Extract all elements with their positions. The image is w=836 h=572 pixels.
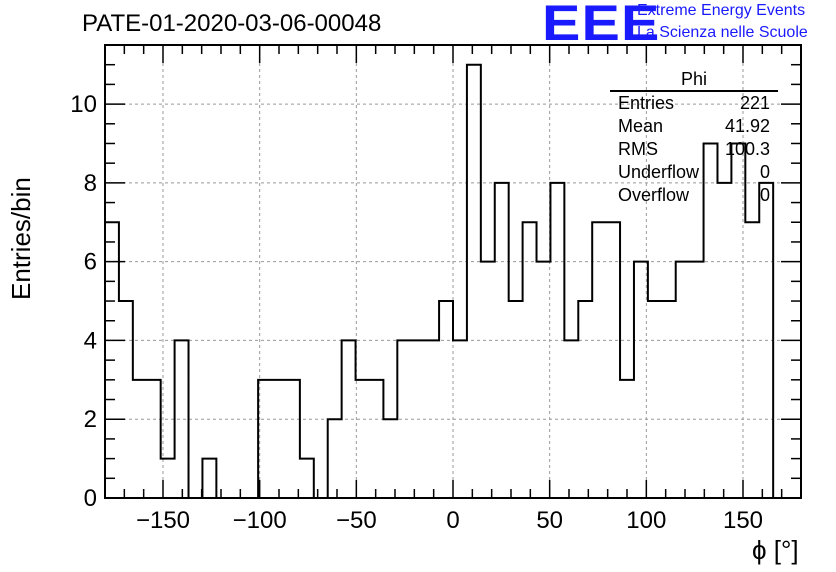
y-tick-label: 0 xyxy=(84,485,97,512)
stats-title: Phi xyxy=(610,68,778,92)
stats-value: 0 xyxy=(759,162,770,182)
stats-label: Entries xyxy=(618,93,675,113)
axis-ticks xyxy=(105,45,801,499)
x-tick-label: −100 xyxy=(233,507,287,534)
stats-value: 100.3 xyxy=(724,139,770,159)
stats-label: Mean xyxy=(618,116,664,136)
x-tick-label: −50 xyxy=(336,507,377,534)
stats-value: 221 xyxy=(739,93,770,113)
x-tick-label: −150 xyxy=(136,507,190,534)
stats-box: Phi Entries 221 Mean 41.92 RMS 100.3 Und… xyxy=(610,68,778,207)
histogram-step-line xyxy=(104,63,801,499)
x-axis-label: ϕ [°] xyxy=(752,535,799,565)
x-tick-label: 100 xyxy=(626,507,666,534)
stats-value: 0 xyxy=(759,185,770,205)
stats-row: Overflow 0 xyxy=(610,184,778,207)
stats-row: RMS 100.3 xyxy=(610,138,778,161)
logo-line-2: La Scienza nelle Scuole xyxy=(637,24,808,41)
stats-row: Entries 221 xyxy=(610,92,778,115)
stats-label: RMS xyxy=(618,139,658,159)
y-tick-label: 4 xyxy=(84,327,97,354)
y-tick-label: 2 xyxy=(84,406,97,433)
eee-logo: EEE xyxy=(542,0,661,51)
stats-row: Underflow 0 xyxy=(610,161,778,184)
stats-row: Mean 41.92 xyxy=(610,115,778,138)
y-tick-label: 6 xyxy=(84,249,97,276)
stats-label: Overflow xyxy=(618,185,690,205)
x-tick-label: 50 xyxy=(536,507,563,534)
y-tick-label: 10 xyxy=(70,91,97,118)
y-tick-label: 8 xyxy=(84,170,97,197)
stats-label: Underflow xyxy=(618,162,700,182)
y-axis-label: Entries/bin xyxy=(6,177,36,300)
logo-line-1: Extreme Energy Events xyxy=(637,2,806,19)
stats-value: 41.92 xyxy=(724,116,770,136)
axis-tick-labels: −150 −100 −50 0 50 100 150 0 2 4 6 8 10 xyxy=(70,91,763,534)
x-tick-label: 0 xyxy=(446,507,459,534)
chart-title: PATE-01-2020-03-06-00048 xyxy=(82,10,382,37)
x-tick-label: 150 xyxy=(723,507,763,534)
